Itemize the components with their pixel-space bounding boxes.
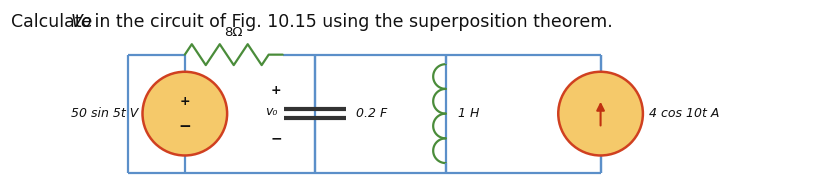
- Text: Vo: Vo: [70, 13, 92, 31]
- Text: +: +: [179, 95, 190, 108]
- Text: +: +: [271, 84, 281, 97]
- Text: 4 cos 10t A: 4 cos 10t A: [649, 107, 720, 120]
- Text: 8Ω: 8Ω: [224, 26, 243, 39]
- Text: Calculate: Calculate: [11, 13, 104, 31]
- Text: −: −: [270, 131, 282, 145]
- Text: −: −: [178, 119, 191, 135]
- Text: 50 sin 5t V: 50 sin 5t V: [71, 107, 138, 120]
- Text: 1 H: 1 H: [458, 107, 479, 120]
- Ellipse shape: [558, 72, 643, 156]
- Text: v₀: v₀: [265, 105, 278, 118]
- Ellipse shape: [142, 72, 227, 156]
- Text: 0.2 F: 0.2 F: [356, 107, 387, 120]
- Text: in the circuit of Fig. 10.15 using the superposition theorem.: in the circuit of Fig. 10.15 using the s…: [88, 13, 613, 31]
